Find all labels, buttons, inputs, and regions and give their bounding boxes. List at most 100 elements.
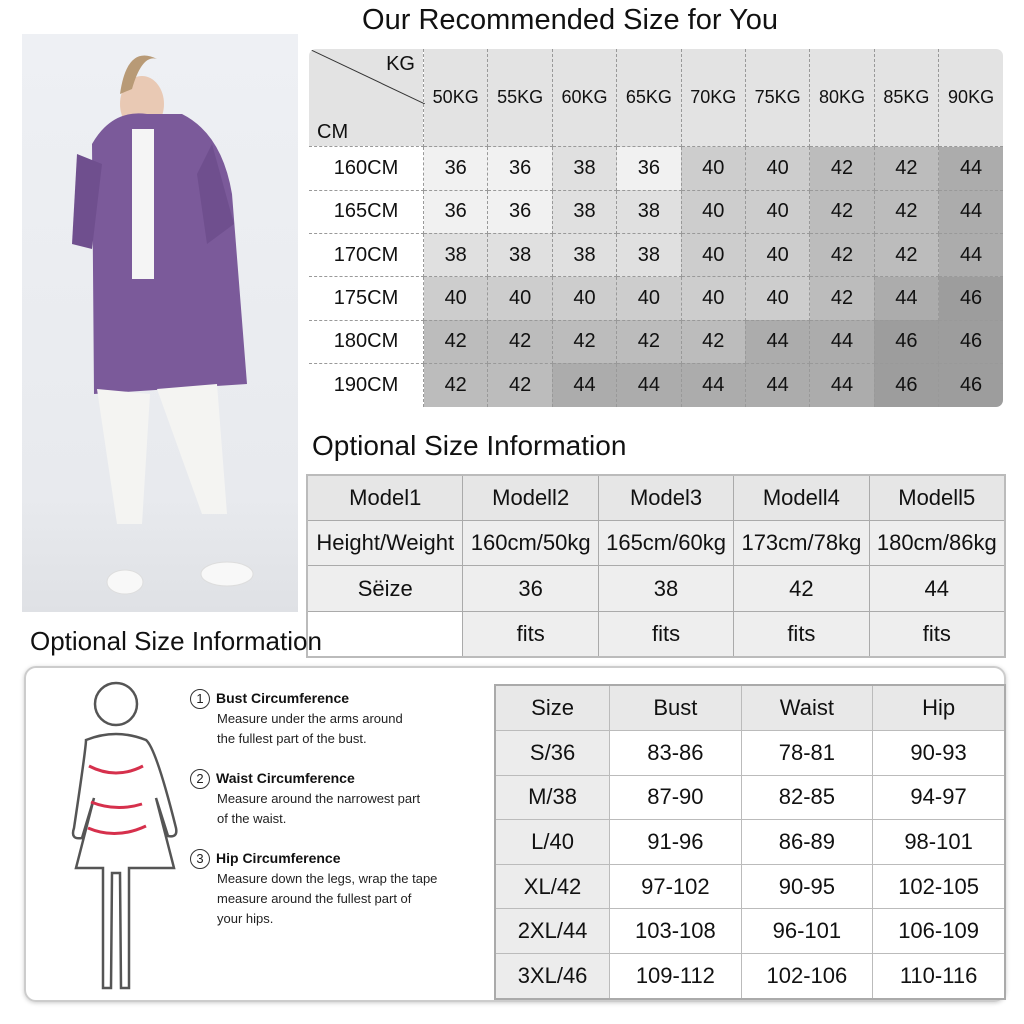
model-cell: Modell4 — [733, 474, 870, 522]
size-cell: 103-108 — [609, 908, 742, 954]
measurement-title: Waist Circumference — [216, 770, 355, 786]
column-header: Bust — [609, 684, 742, 731]
weight-header: 90KG — [938, 49, 1003, 148]
table-row: 2XL/44 103-108 96-101 106-109 — [494, 908, 1006, 954]
model-cell: Sëize — [306, 565, 464, 612]
size-cell: 98-101 — [872, 819, 1006, 865]
measurement-item: 1 Bust Circumference Measure under the arm… — [190, 688, 403, 749]
weight-header: 75KG — [744, 49, 811, 148]
size-cell: 42 — [422, 362, 489, 407]
model-size-table: Model1 Modell2 Model3 Modell4 Modell5 Height/… — [306, 474, 1006, 658]
size-cell: 40 — [422, 276, 489, 321]
table-row: Height/Weight 160cm/50kg 165cm/60kg 173cm/7… — [306, 520, 1006, 567]
size-cell: 44 — [873, 276, 940, 321]
size-cell: 36 — [487, 146, 553, 191]
column-header: Waist — [740, 684, 874, 731]
weight-header: 50KG — [422, 49, 489, 148]
table-row: S/36 83-86 78-81 90-93 — [494, 729, 1006, 776]
size-cell: 46 — [938, 276, 1003, 321]
size-cell: M/38 — [494, 774, 611, 821]
size-cell: 40 — [744, 189, 811, 234]
model-cell: 173cm/78kg — [733, 520, 870, 567]
table-row: fits fits fits fits — [307, 610, 1006, 658]
page-title: Our Recommended Size for You — [362, 4, 778, 36]
size-cell: S/36 — [494, 729, 611, 776]
table-row: 160CM 36 36 38 36 40 40 42 42 44 — [309, 146, 1003, 191]
table-row: Model1 Modell2 Model3 Modell4 Modell5 — [306, 474, 1006, 522]
model-cell: 160cm/50kg — [462, 520, 599, 567]
measurement-title: Hip Circumference — [216, 850, 341, 866]
cm-label: CM — [317, 121, 349, 144]
size-cell: 38 — [551, 232, 618, 278]
size-cell: 42 — [809, 146, 875, 191]
size-cell: 40 — [744, 232, 811, 278]
model-cell: 38 — [597, 565, 735, 612]
measurement-description: Measure under the arms around — [217, 711, 403, 726]
table-row: 175CM 40 40 40 40 40 40 42 44 46 — [309, 276, 1003, 321]
measurement-item: 3 Hip Circumference Measure down the legs,… — [190, 848, 437, 929]
height-label: 170CM — [309, 232, 424, 278]
size-cell: 90-93 — [872, 729, 1006, 776]
model-cell: fits — [462, 610, 599, 658]
model-cell: 180cm/86kg — [868, 520, 1006, 567]
model-cell: Model1 — [306, 474, 464, 522]
size-cell: 87-90 — [609, 774, 742, 821]
size-cell: 40 — [680, 189, 746, 234]
header-row: Size Bust Waist Hip — [494, 684, 1006, 731]
size-cell: 96-101 — [740, 908, 874, 954]
weight-header: 85KG — [873, 49, 940, 148]
model-cell: 44 — [868, 565, 1006, 612]
size-cell: 44 — [938, 146, 1003, 191]
height-label: 165CM — [309, 189, 424, 234]
measurement-description: your hips. — [217, 911, 274, 926]
body-measurement-figure — [71, 681, 178, 990]
size-cell: 106-109 — [872, 908, 1006, 954]
number-badge: 3 — [190, 849, 210, 869]
size-cell: 109-112 — [609, 952, 742, 1000]
size-cell: 38 — [487, 232, 553, 278]
model-cell: fits — [597, 610, 735, 658]
height-label: 190CM — [309, 362, 424, 407]
size-cell: 44 — [551, 362, 618, 407]
model-photo — [22, 34, 298, 612]
size-cell: 42 — [487, 362, 553, 407]
size-cell: 46 — [873, 319, 940, 364]
size-cell: 40 — [616, 276, 682, 321]
size-cell: 3XL/46 — [494, 952, 611, 1000]
model-cell: Height/Weight — [306, 520, 464, 567]
table-row: 165CM 36 36 38 38 40 40 42 42 44 — [309, 189, 1003, 234]
model-cell — [307, 610, 464, 657]
size-cell: 42 — [809, 189, 875, 234]
column-header: Size — [494, 684, 611, 731]
size-cell: 44 — [938, 189, 1003, 234]
size-cell: 44 — [809, 319, 875, 364]
model-cell: 165cm/60kg — [597, 520, 735, 567]
size-cell: 36 — [487, 189, 553, 234]
model-cell: Model3 — [597, 474, 735, 522]
kg-label: KG — [386, 53, 415, 75]
size-cell: 44 — [680, 362, 746, 407]
height-label: 160CM — [309, 146, 424, 191]
model-cell: Modell5 — [868, 474, 1006, 522]
size-cell: 38 — [616, 232, 682, 278]
size-cell: 38 — [616, 189, 682, 234]
measurement-title: Bust Circumference — [216, 690, 350, 706]
measurement-description: Measure around the narrowest part — [217, 791, 421, 806]
measurement-item: 2 Waist Circumference Measure around the n… — [190, 768, 420, 829]
size-cell: 38 — [422, 232, 489, 278]
size-cell: 40 — [744, 146, 811, 191]
table-row: 190CM 42 42 44 44 44 44 44 46 46 — [309, 362, 1003, 407]
size-cell: 42 — [422, 319, 489, 364]
size-cell: 102-105 — [872, 863, 1006, 910]
size-cell: 40 — [680, 232, 746, 278]
model-cell: fits — [868, 610, 1006, 658]
number-badge: 2 — [190, 769, 210, 789]
weight-header: 60KG — [551, 49, 618, 148]
size-cell: 86-89 — [740, 819, 874, 865]
size-cell: XL/42 — [494, 863, 611, 910]
size-cell: 40 — [487, 276, 553, 321]
size-cell: 42 — [487, 319, 553, 364]
weight-header: 55KG — [487, 49, 553, 148]
column-header: Hip — [872, 684, 1006, 731]
size-cell: 40 — [680, 146, 746, 191]
